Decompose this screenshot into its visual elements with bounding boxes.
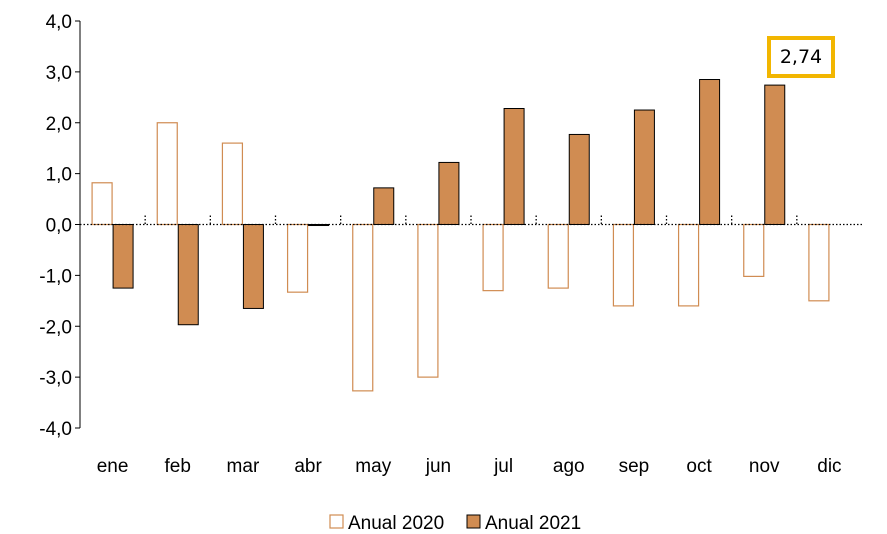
x-tick-label-mar: mar	[227, 456, 260, 477]
x-tick-label-ago: ago	[553, 456, 585, 477]
y-tick-label: -4,0	[39, 419, 72, 440]
bar-anual-2021-feb	[177, 224, 199, 326]
legend-label-anual-2021: Anual 2021	[485, 513, 581, 534]
bar-anual-2020-abr	[286, 223, 309, 293]
bar-anual-2021-sep	[633, 109, 655, 225]
bar-anual-2020-oct	[677, 223, 700, 307]
bar-anual-2020-jul	[482, 223, 504, 292]
bar-anual-2021-may	[373, 187, 395, 225]
bar-anual-2021-jul	[503, 108, 525, 225]
y-tick-label: -3,0	[39, 368, 72, 389]
bar-anual-2021-oct	[699, 79, 721, 225]
callout-box	[767, 36, 835, 78]
bar-anual-2020-dic	[808, 223, 830, 302]
legend-swatch-anual-2021	[466, 514, 481, 529]
x-tick-label-may: may	[355, 456, 391, 477]
y-tick-label: -1,0	[39, 266, 72, 287]
x-tick-label-ene: ene	[97, 456, 129, 477]
bar-anual-2020-ene	[91, 182, 113, 226]
y-tick-label: 4,0	[46, 12, 72, 33]
bar-anual-2021-ago	[568, 133, 590, 225]
x-axis: ene feb mar abr may jun jul ago sep oct nov dic	[80, 215, 862, 477]
legend: Anual 2020 Anual 2021	[329, 513, 581, 534]
legend-swatch-anual-2020	[329, 514, 344, 529]
bar-anual-2020-nov	[743, 223, 765, 277]
bar-anual-2020-may	[352, 223, 374, 392]
data-callout: 2,74	[767, 36, 835, 78]
x-tick-label-abr: abr	[294, 456, 322, 477]
y-tick-label: 1,0	[46, 165, 72, 186]
x-tick-label-dic: dic	[817, 456, 841, 477]
callout-label: 2,74	[780, 46, 822, 68]
x-tick-label-jun: jun	[425, 456, 451, 477]
bar-anual-2020-mar	[221, 142, 244, 226]
bar-anual-2020-jun	[417, 223, 439, 378]
x-tick-label-feb: feb	[165, 456, 191, 477]
bar-anual-2020-ago	[547, 223, 569, 289]
bar-anual-2021-nov	[764, 84, 786, 226]
x-tick-label-nov: nov	[749, 456, 780, 477]
bar-anual-2021-ene	[112, 224, 134, 289]
y-axis: 4,0 3,0 2,0 1,0 0,0 -1,0 -2,0 -3,0 -4,0	[39, 12, 81, 440]
x-tick-label-jul: jul	[493, 456, 513, 477]
y-tick-label: 0,0	[46, 216, 72, 237]
y-tick-label: -2,0	[39, 317, 72, 338]
bar-anual-2020-sep	[612, 223, 635, 307]
bar-anual-2020-feb	[156, 122, 178, 226]
bars	[91, 79, 830, 392]
y-tick-label: 2,0	[46, 114, 72, 135]
x-tick-label-sep: sep	[619, 456, 650, 477]
bar-anual-2021-jun	[438, 161, 460, 225]
x-tick-label-oct: oct	[686, 456, 712, 477]
y-tick-label: 3,0	[46, 63, 72, 84]
bar-anual-2021-mar	[242, 224, 264, 309]
legend-label-anual-2020: Anual 2020	[348, 513, 444, 534]
